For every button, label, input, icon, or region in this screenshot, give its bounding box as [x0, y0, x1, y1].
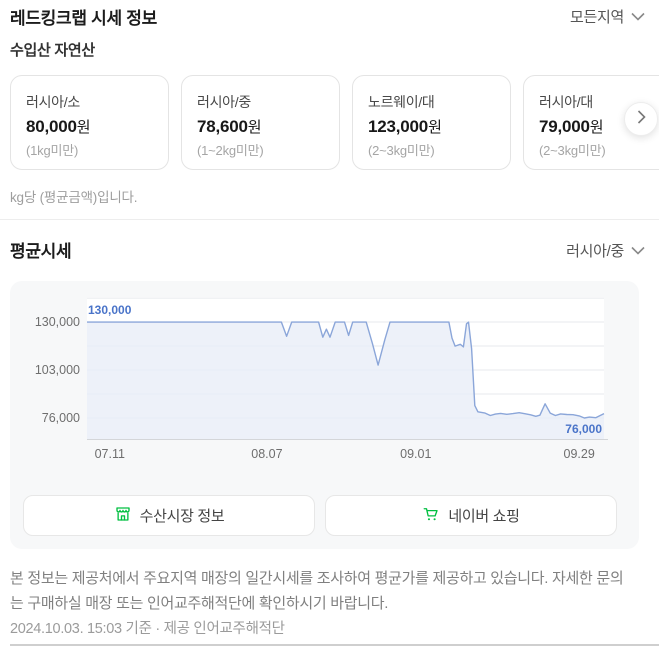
- price-card-norway-large[interactable]: 노르웨이/대 123,000원 (2~3kg미만): [352, 75, 511, 170]
- svg-text:09.01: 09.01: [400, 447, 431, 461]
- footer-notice-line2: 는 구매하실 매장 또는 인어교주해적단에 확인하시기 바랍니다.: [10, 595, 389, 612]
- card-origin-label: 러시아/중: [197, 94, 251, 110]
- svg-text:130,000: 130,000: [88, 303, 132, 317]
- card-currency: 원: [247, 119, 262, 136]
- next-cards-button[interactable]: [624, 102, 658, 136]
- card-origin-label: 러시아/대: [539, 94, 593, 110]
- average-price-title: 평균시세: [10, 242, 72, 261]
- card-size-label: (1~2kg미만): [197, 143, 264, 158]
- naver-shopping-button[interactable]: 네이버 쇼핑: [325, 495, 617, 536]
- svg-text:103,000: 103,000: [35, 363, 80, 377]
- svg-text:76,000: 76,000: [565, 422, 602, 436]
- chevron-down-icon: [631, 8, 645, 25]
- card-currency: 원: [76, 119, 91, 136]
- price-line-chart: 130,000 103,000 76,000 07.11 08.07 09.01 09.29…: [35, 297, 608, 461]
- footer-notice-line1: 본 정보는 제공처에서 주요지역 매장의 일간시세를 조사하여 평균가를 제공하…: [10, 570, 624, 587]
- card-origin-label: 러시아/소: [26, 94, 80, 110]
- page-title: 레드킹크랩 시세 정보: [10, 9, 157, 28]
- footer-timestamp: 2024.10.03. 15:03 기준 · 제공 인어교주해적단: [10, 621, 285, 637]
- card-size-label: (2~3kg미만): [368, 143, 435, 158]
- chevron-right-icon: [637, 109, 646, 129]
- region-filter-dropdown[interactable]: 모든지역: [570, 6, 645, 27]
- category-label: 수입산 자연산: [10, 42, 95, 59]
- naver-shopping-label: 네이버 쇼핑: [448, 508, 520, 525]
- storefront-icon: [114, 505, 132, 527]
- svg-text:76,000: 76,000: [42, 411, 80, 425]
- unit-note: kg당 (평균금액)입니다.: [10, 190, 138, 205]
- footer-notice: 본 정보는 제공처에서 주요지역 매장의 일간시세를 조사하여 평균가를 제공하…: [10, 566, 624, 616]
- section-divider: [0, 219, 659, 220]
- svg-text:130,000: 130,000: [35, 315, 80, 329]
- card-size-label: (1kg미만): [26, 143, 79, 158]
- card-price: 80,000: [26, 117, 77, 136]
- fish-market-info-button[interactable]: 수산시장 정보: [23, 495, 315, 536]
- card-currency: 원: [589, 119, 604, 136]
- chart-action-buttons: 수산시장 정보 네이버 쇼핑: [23, 495, 617, 536]
- card-price: 79,000: [539, 117, 590, 136]
- variant-dropdown-label: 러시아/중: [566, 243, 624, 260]
- bottom-divider: [10, 644, 659, 646]
- variant-dropdown[interactable]: 러시아/중: [566, 240, 645, 261]
- price-card-row: 러시아/소 80,000원 (1kg미만) 러시아/중 78,600원 (1~2…: [10, 75, 659, 170]
- card-origin-label: 노르웨이/대: [368, 94, 435, 110]
- svg-text:09.29: 09.29: [564, 447, 595, 461]
- region-filter-label: 모든지역: [569, 9, 624, 26]
- price-card-russia-small[interactable]: 러시아/소 80,000원 (1kg미만): [10, 75, 169, 170]
- fish-market-info-label: 수산시장 정보: [139, 508, 225, 525]
- card-price: 78,600: [197, 117, 248, 136]
- price-card-russia-medium[interactable]: 러시아/중 78,600원 (1~2kg미만): [181, 75, 340, 170]
- svg-text:07.11: 07.11: [95, 447, 125, 461]
- svg-text:08.07: 08.07: [251, 447, 282, 461]
- chevron-down-icon: [631, 242, 645, 259]
- card-size-label: (2~3kg미만): [539, 143, 606, 158]
- card-currency: 원: [428, 119, 442, 136]
- cart-icon: [422, 505, 440, 527]
- card-price: 123,000: [368, 117, 429, 136]
